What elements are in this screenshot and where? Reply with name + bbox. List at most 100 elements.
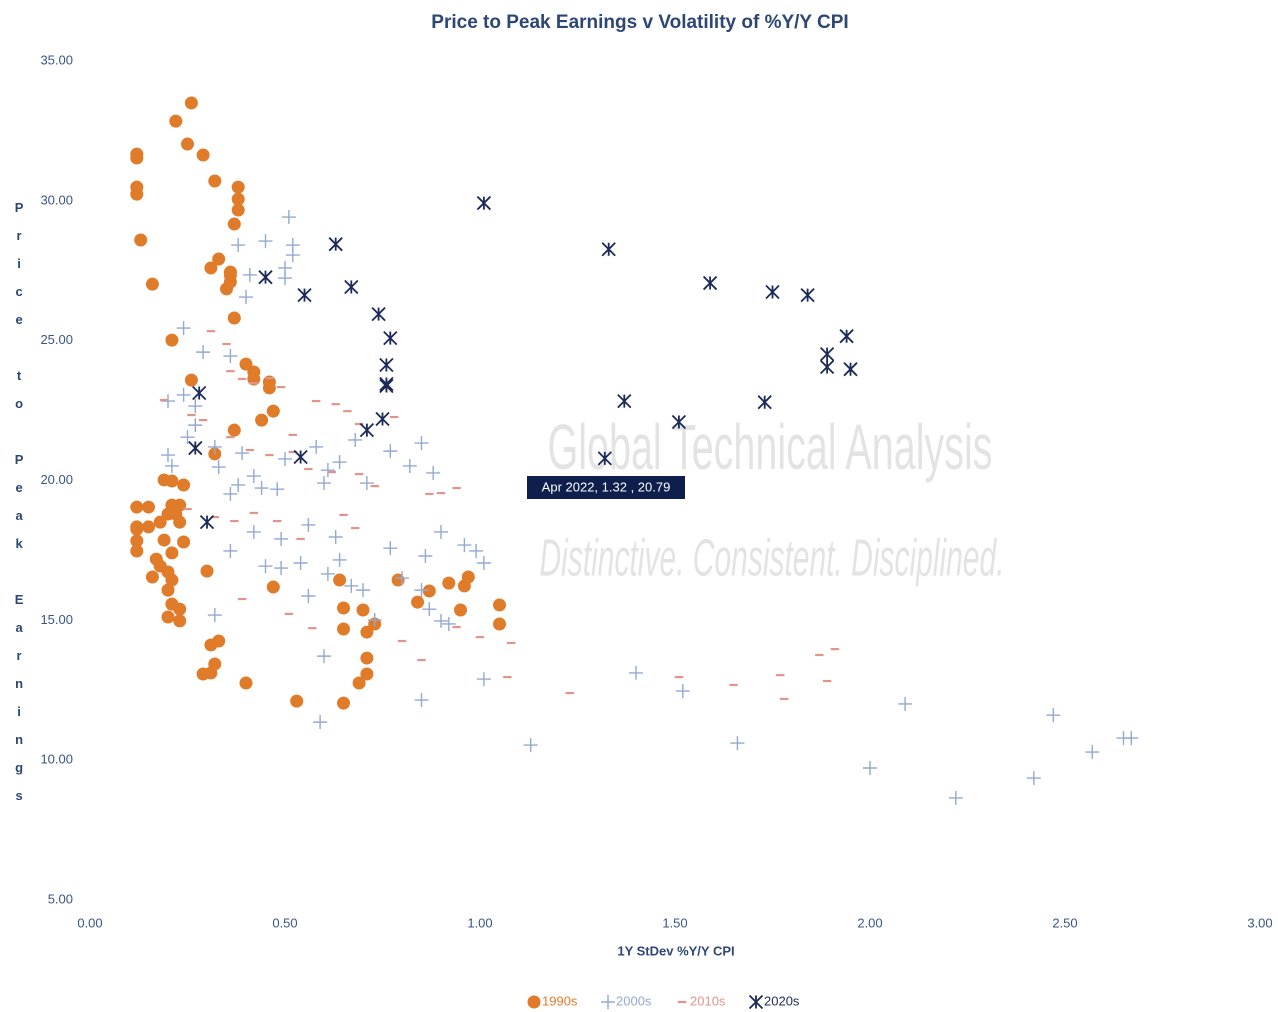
data-point: [285, 248, 300, 263]
y-tick-label: 5.00: [48, 891, 73, 906]
data-point: [176, 387, 191, 402]
data-point: [320, 566, 335, 581]
data-point: [843, 362, 858, 377]
data-point: [414, 693, 429, 708]
data-point: [130, 534, 144, 548]
data-point: [281, 210, 296, 225]
data-point: [242, 267, 257, 282]
legend-item: 2000s: [601, 993, 652, 1009]
legend-marker: [601, 995, 615, 1009]
data-point: [297, 287, 312, 303]
data-point: [819, 346, 835, 362]
x-axis-title: 1Y StDev %Y/Y CPI: [617, 943, 734, 958]
legend-item: 2020s: [748, 993, 800, 1010]
data-point: [1085, 745, 1100, 760]
legend-item: 1990s: [527, 993, 578, 1009]
data-point: [196, 148, 210, 162]
data-point: [223, 543, 238, 558]
data-point: [239, 676, 253, 690]
data-point: [231, 238, 246, 253]
data-point: [301, 589, 316, 604]
data-point: [258, 559, 273, 574]
y-tick-label: 15.00: [40, 612, 73, 627]
x-tick-label: 0.00: [77, 915, 102, 930]
data-point: [320, 463, 335, 478]
x-tick-label: 1.50: [662, 915, 687, 930]
data-point: [293, 449, 308, 465]
data-point: [130, 151, 144, 165]
data-point: [356, 583, 370, 598]
data-point: [360, 667, 374, 681]
data-point: [130, 544, 144, 558]
data-point: [130, 500, 144, 514]
legend-item: 2010s: [677, 993, 726, 1008]
x-tick-label: 2.50: [1052, 915, 1077, 930]
data-point: [293, 556, 308, 571]
data-point: [328, 237, 343, 252]
data-point: [161, 583, 175, 597]
data-point: [333, 573, 347, 587]
data-point: [262, 381, 276, 395]
data-point: [337, 696, 350, 710]
data-point: [675, 684, 690, 699]
data-point: [375, 411, 390, 427]
data-point: [383, 331, 398, 346]
data-point: [457, 538, 472, 553]
data-point: [173, 515, 187, 529]
data-point: [258, 270, 273, 285]
data-point: [360, 625, 374, 639]
data-point: [173, 614, 187, 628]
data-point: [493, 598, 506, 612]
data-point: [383, 444, 398, 459]
data-point: [422, 584, 436, 598]
data-point: [184, 96, 198, 110]
data-point: [597, 451, 612, 466]
data-point: [414, 436, 429, 451]
data-point: [181, 137, 194, 151]
data-point: [301, 517, 316, 532]
data-point: [371, 306, 386, 322]
data-point: [765, 284, 780, 300]
x-tick-label: 2.00: [857, 915, 882, 930]
data-point: [231, 203, 245, 217]
data-point: [239, 290, 253, 305]
data-point: [161, 394, 175, 409]
x-tick-label: 1.00: [467, 915, 492, 930]
data-point: [898, 696, 913, 711]
y-tick-label: 10.00: [40, 752, 73, 767]
data-point: [266, 580, 280, 594]
data-point: [379, 357, 394, 373]
data-point: [192, 385, 207, 401]
data-point: [208, 174, 222, 188]
data-point: [266, 404, 280, 418]
data-point: [469, 543, 484, 558]
data-point: [317, 476, 331, 491]
data-point: [379, 378, 394, 394]
data-point: [702, 275, 718, 291]
data-point: [422, 602, 437, 617]
data-point: [270, 482, 285, 497]
data-point: [493, 617, 506, 631]
data-point: [337, 622, 350, 636]
data-point: [402, 458, 417, 473]
data-point: [173, 602, 187, 616]
data-point: [352, 676, 366, 690]
data-point: [157, 533, 171, 547]
data-point: [223, 349, 238, 364]
data-point: [246, 524, 261, 539]
data-point: [337, 601, 350, 615]
data-point: [359, 423, 375, 438]
data-point: [601, 242, 616, 257]
legend-label: 1990s: [542, 993, 578, 1008]
y-tick-label: 25.00: [40, 332, 73, 347]
data-point: [948, 790, 963, 805]
x-tick-label: 3.00: [1247, 915, 1272, 930]
data-point: [254, 481, 269, 496]
data-point: [130, 187, 144, 201]
data-point: [290, 694, 304, 708]
legend-marker: [527, 995, 541, 1009]
data-point: [176, 321, 191, 336]
data-point: [165, 546, 179, 560]
y-axis-title: Price to Peak Earnings: [12, 200, 27, 816]
tooltip-box: [527, 476, 685, 499]
